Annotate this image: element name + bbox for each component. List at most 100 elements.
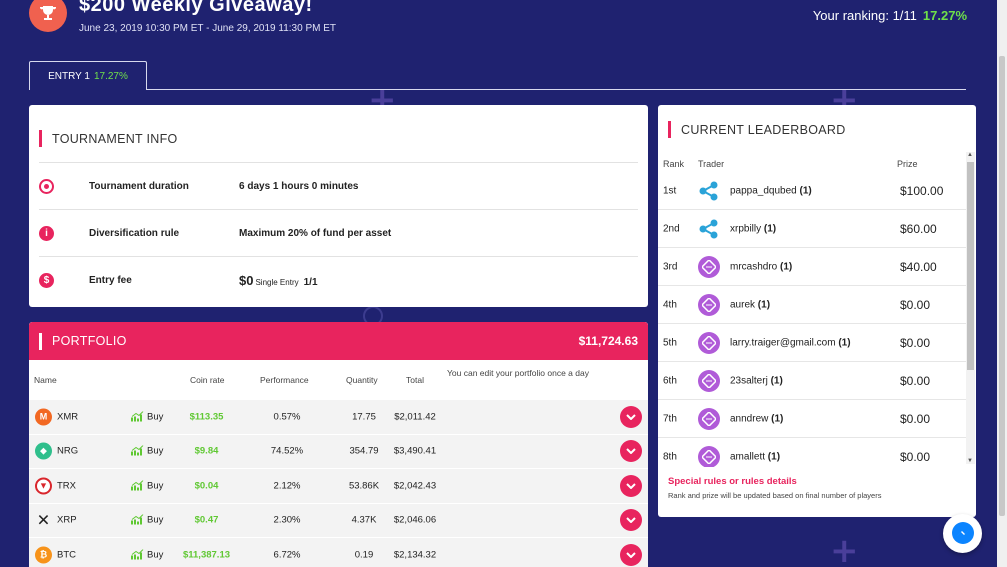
info-label: Tournament duration <box>89 180 189 192</box>
dollar-icon: $ <box>39 272 54 288</box>
portfolio-header: PORTFOLIO $11,724.63 <box>29 322 648 360</box>
rules-note: Rank and prize will be updated based on … <box>668 491 882 500</box>
decorative-plus: + <box>830 531 859 567</box>
buy-button[interactable]: Buy <box>131 549 163 560</box>
buy-button[interactable]: Buy <box>131 445 163 457</box>
badge-avatar-icon <box>698 255 720 278</box>
rank: 3rd <box>663 261 678 272</box>
portfolio-column-headers: Name Coin rate Performance Quantity Tota… <box>29 360 648 400</box>
trader-name[interactable]: mrcashdro (1) <box>730 261 792 272</box>
entry-fee-type: Single Entry <box>255 277 299 287</box>
total-value: $2,046.06 <box>393 514 437 526</box>
portfolio-card: PORTFOLIO $11,724.63 Name Coin rate Perf… <box>29 322 648 567</box>
chart-up-icon <box>131 480 144 491</box>
info-value: 6 days 1 hours 0 minutes <box>239 180 359 192</box>
tournament-dates: June 23, 2019 10:30 PM ET - June 29, 201… <box>79 23 337 34</box>
trader-entry-count: (1) <box>770 375 783 386</box>
badge-avatar-icon <box>698 293 720 316</box>
tournament-info-card: TOURNAMENT INFO Tournament duration 6 da… <box>29 105 648 307</box>
quantity: 17.75 <box>352 411 376 423</box>
tab-entry-1[interactable]: ENTRY 1 17.27% <box>29 61 147 90</box>
page-scrollbar-thumb[interactable] <box>999 56 1005 516</box>
trader-name[interactable]: aurek (1) <box>730 299 770 310</box>
chart-up-icon <box>131 411 144 422</box>
list-item: 3rd mrcashdro (1) $40.00 <box>658 248 966 286</box>
prize: $60.00 <box>900 221 937 236</box>
tab-label: ENTRY 1 <box>48 70 90 82</box>
trader-entry-count: (1) <box>763 223 777 234</box>
trader-name[interactable]: 23salterj (1) <box>730 375 783 386</box>
buy-button[interactable]: Buy <box>131 411 163 422</box>
trader-username: 23salterj <box>730 375 768 386</box>
messenger-icon <box>951 521 974 544</box>
expand-button[interactable] <box>620 474 642 497</box>
rules-link[interactable]: Special rules or rules details <box>668 476 797 487</box>
info-label: Entry fee <box>89 274 132 286</box>
trader-entry-count: (1) <box>838 337 851 348</box>
ripple-avatar-icon <box>698 180 720 202</box>
total-value: $2,042.43 <box>393 480 437 492</box>
coin-rate: $0.04 <box>194 480 219 492</box>
coin-rate: $0.47 <box>194 514 219 526</box>
ranking-percent: 17.27% <box>922 8 967 23</box>
performance: 0.57% <box>273 411 301 423</box>
messenger-chat-button[interactable] <box>943 514 982 553</box>
coin-rate: $9.84 <box>194 445 219 457</box>
table-row: M XMR Buy $113.35 0.57% 17.75 $2,011.42 <box>29 400 648 435</box>
target-icon <box>39 178 54 194</box>
coin-rate: $113.35 <box>189 411 224 423</box>
tab-percent: 17.27% <box>93 70 128 82</box>
scroll-down-icon[interactable]: ▼ <box>967 458 973 464</box>
prize: $0.00 <box>900 297 931 312</box>
buy-label: Buy <box>147 411 164 423</box>
page-scrollbar[interactable] <box>997 0 1007 567</box>
leaderboard-card: CURRENT LEADERBOARD Rank Trader Prize 1s… <box>658 105 976 517</box>
trader-name[interactable]: pappa_dqubed (1) <box>730 185 812 196</box>
buy-label: Buy <box>147 549 164 561</box>
prize: $100.00 <box>900 183 944 198</box>
trader-entry-count: (1) <box>780 261 793 272</box>
expand-button[interactable] <box>620 543 642 566</box>
col-performance: Performance <box>260 375 309 385</box>
trophy-icon <box>29 0 67 32</box>
buy-button[interactable]: Buy <box>131 514 163 526</box>
list-item: 4th aurek (1) $0.00 <box>658 286 966 324</box>
coin-rate: $11,387.13 <box>182 549 231 561</box>
expand-button[interactable] <box>620 440 642 463</box>
buy-button[interactable]: Buy <box>131 480 163 491</box>
portfolio-total: $11,724.63 <box>578 334 638 348</box>
total-value: $3,490.41 <box>393 445 437 457</box>
list-item: 5th larry.traiger@gmail.com (1) $0.00 <box>658 324 966 362</box>
quantity: 4.37K <box>351 514 377 526</box>
scrollbar-thumb[interactable] <box>967 162 974 370</box>
rank: 4th <box>663 299 677 310</box>
col-total: Total <box>406 375 424 385</box>
prize: $40.00 <box>900 259 937 274</box>
trader-name[interactable]: anndrew (1) <box>730 413 783 424</box>
info-icon: i <box>39 225 54 241</box>
edit-note: You can edit your portfolio once a day <box>447 368 589 378</box>
scroll-up-icon[interactable]: ▲ <box>967 152 973 158</box>
trader-name[interactable]: amallett (1) <box>730 451 780 462</box>
chevron-down-icon <box>626 414 636 420</box>
expand-button[interactable] <box>620 405 642 428</box>
tab-divider <box>29 89 966 90</box>
quantity: 354.79 <box>349 445 379 457</box>
badge-avatar-icon <box>698 369 720 392</box>
trader-name[interactable]: xrpbilly (1) <box>730 223 776 234</box>
col-quantity: Quantity <box>346 375 378 385</box>
prize: $0.00 <box>900 373 931 388</box>
prize: $0.00 <box>900 449 931 464</box>
ripple-x-icon: ✕ <box>36 512 51 530</box>
entry-count: 1/1 <box>303 276 318 288</box>
col-rank: Rank <box>663 159 685 169</box>
leaderboard-scrollbar[interactable]: ▲ ▼ <box>966 152 975 464</box>
trader-entry-count: (1) <box>757 299 771 310</box>
leaderboard-list[interactable]: 1st pappa_dqubed (1) $100.00 2nd xrpbilly (1… <box>658 172 966 467</box>
prize: $0.00 <box>900 411 931 426</box>
ripple-avatar-icon <box>698 218 720 240</box>
chart-up-icon <box>131 514 144 525</box>
performance: 2.30% <box>273 514 301 526</box>
expand-button[interactable] <box>620 509 642 532</box>
trader-name[interactable]: larry.traiger@gmail.com (1) <box>730 337 851 348</box>
